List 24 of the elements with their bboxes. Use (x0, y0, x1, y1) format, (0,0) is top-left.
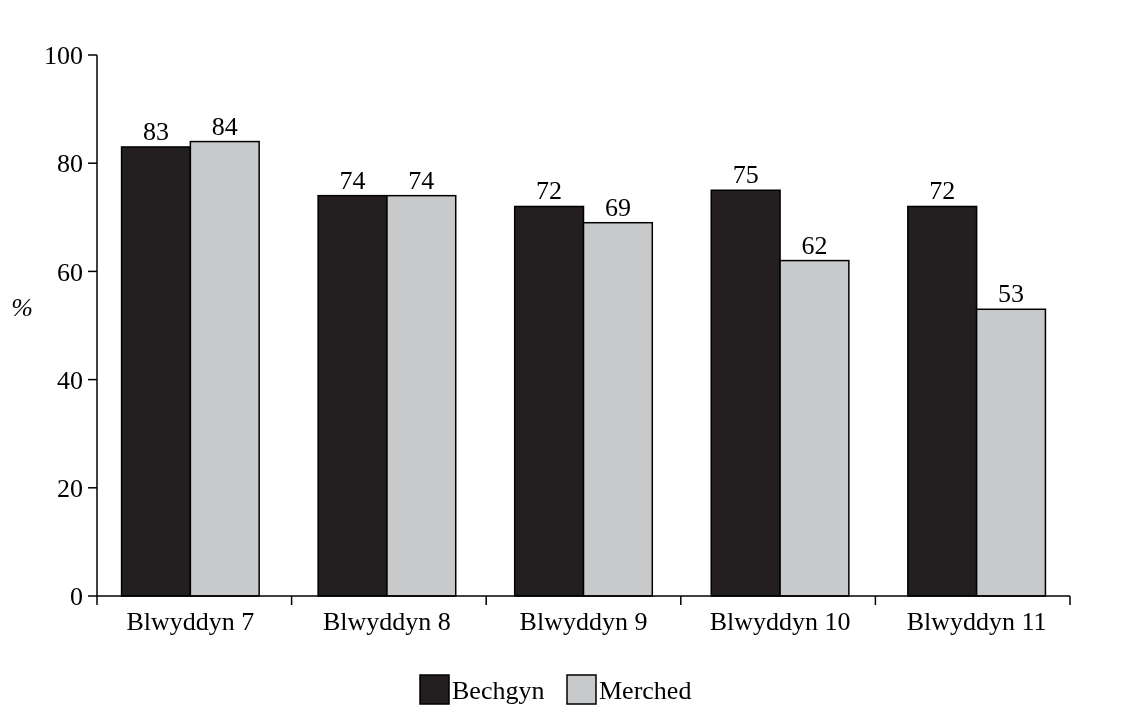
data-label: 75 (732, 160, 759, 190)
y-tick-label: 40 (57, 365, 83, 395)
y-tick-label: 60 (57, 257, 83, 287)
y-tick-label: 0 (70, 582, 83, 612)
data-label: 74 (339, 165, 366, 195)
data-label: 83 (142, 116, 169, 146)
y-tick-label: 80 (57, 149, 83, 179)
data-label: 84 (211, 111, 238, 141)
x-tick-label: Blwyddyn 7 (126, 607, 255, 636)
data-label: 62 (801, 230, 828, 260)
y-tick-label: 100 (44, 41, 83, 71)
x-tick-label: Blwyddyn 8 (323, 607, 451, 636)
legend-label: Merched (599, 676, 692, 706)
data-label: 69 (604, 192, 631, 222)
y-tick-label: 20 (57, 473, 83, 503)
x-tick-label: Blwyddyn 9 (519, 607, 648, 636)
y-axis-title: % (11, 292, 33, 322)
data-label: 74 (408, 165, 435, 195)
data-label: 53 (998, 279, 1025, 309)
data-label: 72 (929, 176, 956, 206)
data-label: 72 (536, 176, 563, 206)
x-tick-label: Blwyddyn 10 (709, 607, 851, 636)
legend-label: Bechgyn (452, 676, 545, 706)
x-tick-label: Blwyddyn 11 (906, 607, 1047, 636)
